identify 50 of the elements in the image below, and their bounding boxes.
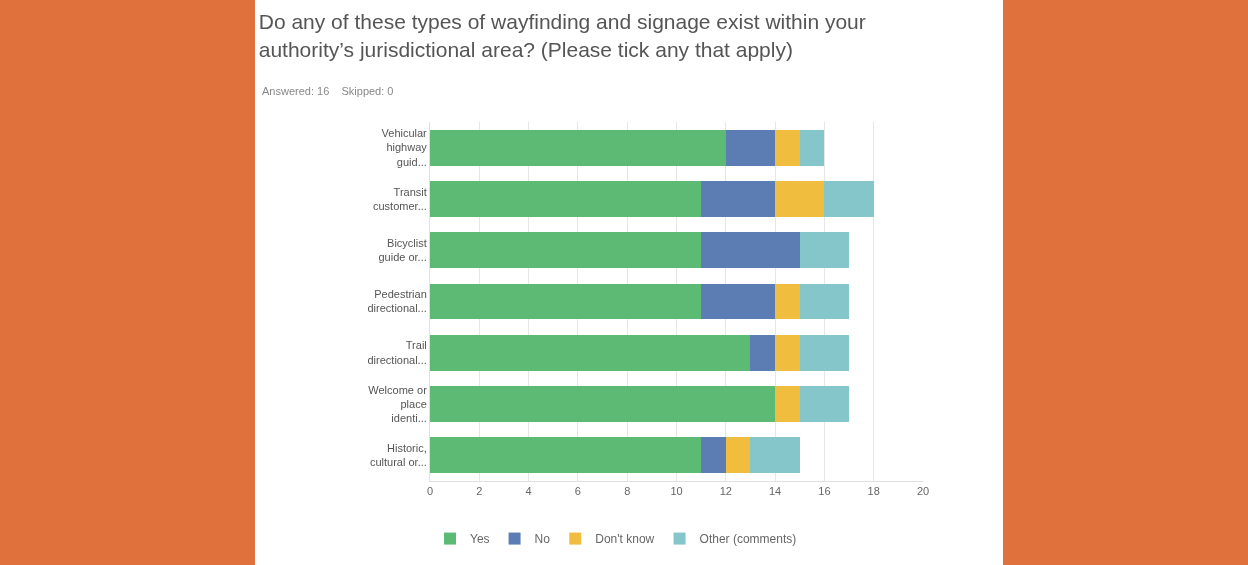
bar [799, 334, 850, 371]
x-tick-label: 4 [525, 485, 532, 498]
x-tick-label: 18 [867, 485, 880, 498]
bar [775, 386, 800, 423]
x-tick-label: 14 [768, 485, 782, 498]
y-tick-label: Historic, cultural or... [369, 442, 427, 469]
x-tick-label: 0 [426, 485, 434, 498]
bar [799, 386, 850, 423]
y-tick-label: Welcome or place identi... [368, 383, 428, 425]
y-tick-label: Trail directional... [367, 339, 427, 366]
bar [701, 437, 726, 474]
x-tick-label: 12 [719, 485, 732, 498]
bar [799, 283, 850, 320]
y-tick-label: Pedestrian directional... [367, 288, 427, 315]
y-tick-label: Bicyclist guide or... [378, 236, 427, 264]
chart-title: Do any of these types of wayfinding and signage exist within your authority’s jurisdictional area? (Please tick any that apply) [258, 10, 866, 61]
x-tick-label: 8 [624, 485, 631, 498]
x-tick-label: 10 [670, 485, 683, 498]
bar [701, 283, 776, 320]
bar [430, 386, 776, 423]
bar [430, 129, 726, 166]
x-tick-label: 20 [916, 485, 930, 498]
bar [430, 334, 751, 371]
text: Answered: 16 Skipped: 0 [262, 85, 394, 97]
y-tick-label: Vehicular highway guid... [381, 127, 428, 168]
bar [430, 437, 702, 474]
x-tick-label: 2 [476, 485, 483, 498]
bar [430, 232, 702, 269]
bar [775, 129, 800, 166]
bar [750, 437, 800, 474]
bar [799, 232, 850, 269]
bar [430, 283, 702, 320]
legend-label: Yes [470, 532, 490, 547]
x-tick-label: 16 [818, 485, 831, 498]
bar [775, 334, 800, 371]
x-tick-label: 6 [574, 485, 581, 498]
bar [750, 334, 776, 371]
bar [775, 180, 825, 217]
legend-label: No [534, 532, 551, 547]
y-tick-label: Transit customer... [373, 185, 427, 212]
bar [725, 129, 776, 166]
bar [824, 180, 874, 217]
legend-label: Don't know [595, 532, 655, 547]
bar [799, 129, 825, 166]
legend-label: Other (comments) [699, 532, 797, 547]
bar [430, 180, 702, 217]
bar [701, 180, 776, 217]
bar [701, 232, 800, 269]
bar [775, 283, 800, 320]
bar [725, 437, 751, 474]
